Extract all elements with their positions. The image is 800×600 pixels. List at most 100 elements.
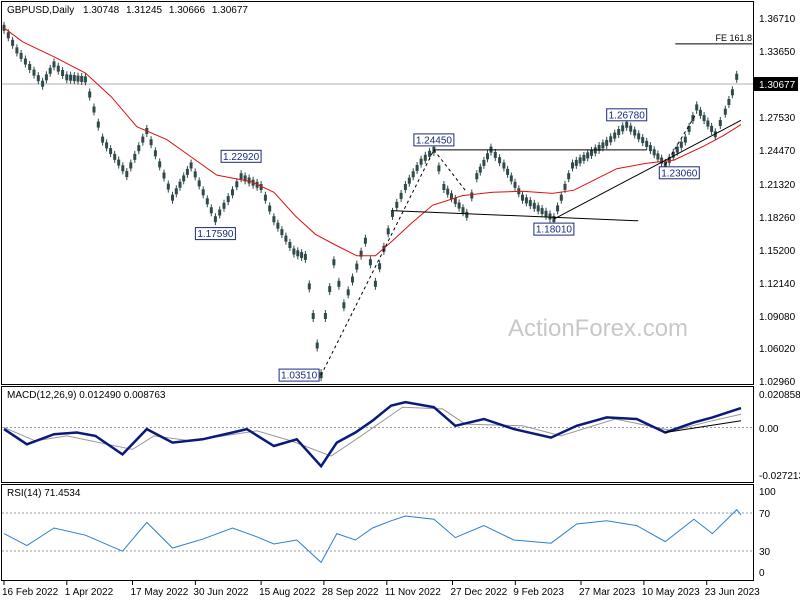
- candle-body: [284, 235, 288, 242]
- candle-body: [395, 201, 399, 208]
- candle-body: [141, 136, 145, 143]
- support-line: [391, 210, 639, 222]
- candle-body: [235, 181, 239, 188]
- candle-body: [637, 133, 641, 140]
- price-tick-label: 1.24470: [759, 146, 796, 157]
- candle-body: [166, 183, 170, 190]
- candle-body: [137, 145, 141, 152]
- candle-body: [158, 161, 162, 168]
- candle-body: [209, 207, 213, 214]
- candle-body: [502, 162, 506, 169]
- candle-body: [478, 166, 482, 173]
- rsi-series-layer: [3, 508, 742, 564]
- candle-body: [645, 140, 649, 147]
- candle-body: [351, 276, 354, 283]
- price-axis: 1.36710 1.33650 1.27530 1.24470 1.21320 …: [754, 14, 798, 388]
- candle-body: [88, 91, 92, 98]
- price-tick-label: 1.09080: [759, 312, 796, 323]
- candle-body: [218, 209, 222, 216]
- candle-body: [679, 141, 683, 148]
- candle-body: [521, 194, 524, 201]
- candle-body: [72, 75, 76, 82]
- ohlc-high: 1.31245: [126, 5, 163, 16]
- candle-body: [346, 289, 350, 296]
- candle-body: [243, 175, 247, 182]
- candle-body: [567, 173, 571, 180]
- candle-body: [197, 180, 201, 187]
- candle-body: [524, 197, 528, 204]
- candle-body: [133, 153, 137, 160]
- candle-body: [368, 259, 372, 266]
- candle-body: [702, 115, 706, 122]
- price-label-box: [606, 108, 648, 122]
- date-tick-label: 23 Jun 2023: [705, 587, 760, 598]
- candle-body: [222, 202, 226, 209]
- candle-body: [69, 74, 73, 81]
- price-tick-label: 1.06020: [759, 344, 796, 355]
- candle-body: [36, 75, 40, 82]
- candle-body: [11, 39, 15, 46]
- candle-body: [399, 192, 403, 199]
- date-tick-label: 15 Aug 2022: [259, 587, 316, 598]
- dashed-projection-line: [664, 112, 698, 166]
- rsi-title: RSI(14) 71.4534: [7, 488, 81, 499]
- candle-body: [226, 196, 230, 203]
- macd-tick-label: -0.027213: [759, 471, 800, 482]
- price-labels-layer: 1.17590 1.22920 1.03510 1.24450 1.18010 1.267…: [194, 33, 752, 382]
- candle-body: [44, 74, 48, 81]
- candle-body: [609, 136, 613, 143]
- rsi-tick-label: 100: [759, 487, 776, 498]
- candle-body: [386, 228, 390, 235]
- price-label: 1.17590: [197, 229, 234, 240]
- candle-body: [675, 146, 679, 153]
- price-tick-label: 1.18260: [759, 213, 796, 224]
- candle-body: [437, 165, 441, 172]
- candle-body: [193, 171, 197, 178]
- candle-body: [652, 149, 656, 156]
- date-tick-label: 10 May 2023: [642, 587, 700, 598]
- candle-body: [259, 184, 263, 190]
- price-label-box: [278, 368, 320, 382]
- date-tick-label: 9 Feb 2023: [513, 587, 564, 598]
- candle-body: [621, 125, 625, 132]
- candle-body: [201, 189, 205, 196]
- candle-body: [117, 159, 121, 166]
- price-label-box: [658, 166, 700, 180]
- candle-body: [718, 120, 722, 126]
- candle-body: [470, 192, 474, 199]
- rsi-tick-label: 30: [759, 547, 771, 558]
- candle-body: [671, 151, 675, 158]
- candle-body: [442, 184, 446, 190]
- candle-body: [667, 156, 671, 163]
- candle-body: [601, 142, 605, 149]
- candle-body: [213, 216, 217, 223]
- candle-body: [695, 104, 699, 111]
- macd-title: MACD(12,26,9) 0.012490 0.008763: [7, 390, 166, 401]
- candle-body: [605, 139, 609, 146]
- candle-body: [113, 153, 117, 160]
- candle-body: [574, 159, 578, 166]
- candle-body: [571, 162, 574, 169]
- candle-body: [189, 162, 193, 169]
- candle-body: [231, 189, 234, 196]
- candle-body: [65, 74, 69, 81]
- candle-body: [629, 125, 633, 132]
- candle-body: [311, 313, 315, 319]
- candle-body: [687, 125, 691, 132]
- candle-body: [532, 202, 536, 209]
- moving-average-line: [3, 27, 742, 257]
- candle-body: [493, 151, 497, 158]
- candle-body: [162, 172, 166, 179]
- annotation-lines-layer: [320, 43, 753, 376]
- date-tick-label: 1 Apr 2022: [65, 587, 114, 598]
- date-tick-label: 17 May 2022: [131, 587, 189, 598]
- price-tick-label: 1.15200: [759, 246, 796, 257]
- macd-series-layer: [3, 400, 742, 469]
- candle-body: [423, 154, 427, 161]
- price-panel: [1, 1, 754, 385]
- candle-body: [363, 237, 367, 244]
- candle-body: [556, 205, 560, 212]
- candle-body: [648, 145, 652, 152]
- candle-body: [411, 171, 415, 178]
